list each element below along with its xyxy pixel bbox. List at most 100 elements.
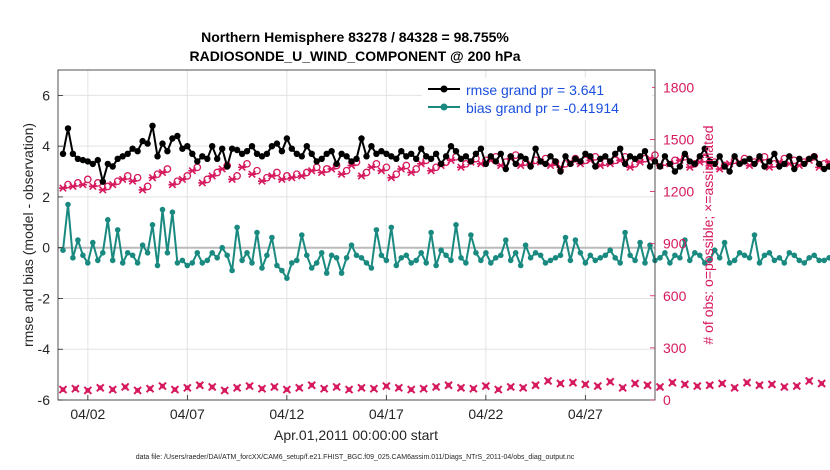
rmse-marker — [343, 153, 350, 160]
rmse-marker — [129, 145, 136, 152]
obs-possible-marker — [233, 172, 241, 180]
rmse-marker — [492, 158, 499, 165]
rmse-marker — [587, 153, 594, 160]
bias-marker — [821, 257, 827, 264]
bias-marker — [249, 260, 255, 266]
obs-possible-marker — [412, 165, 421, 173]
bias-marker — [428, 229, 434, 236]
y2-tick-label: 900 — [663, 236, 687, 252]
obs-count-marker — [693, 381, 702, 391]
y-axis-ticks: -6 -4 -2 0 2 4 6 — [38, 87, 63, 408]
plot-area — [57, 69, 830, 401]
y2-tick-label: 1500 — [663, 131, 694, 147]
rmse-marker — [358, 135, 365, 142]
obs-count-marker — [357, 383, 366, 393]
bias-marker — [393, 262, 400, 269]
obs-count-marker — [208, 382, 217, 392]
rmse-marker — [437, 160, 445, 168]
bias-marker — [433, 262, 439, 269]
rmse-marker — [293, 150, 300, 157]
legend-bias-marker — [440, 103, 448, 111]
obs-count-dot — [583, 382, 588, 387]
legend-rmse-label: rmse grand pr = 3.641 — [466, 82, 604, 98]
obs-count-marker — [158, 381, 167, 391]
bias-marker — [313, 260, 320, 266]
rmse-marker — [696, 153, 703, 160]
bias-marker — [776, 254, 783, 261]
rmse-marker — [368, 143, 375, 150]
bias-marker — [308, 265, 315, 271]
rmse-marker — [348, 158, 355, 165]
rmse-marker — [621, 160, 629, 168]
rmse-marker — [572, 155, 579, 162]
obs-count-marker — [394, 383, 403, 393]
bias-marker — [114, 227, 121, 233]
rmse-marker — [164, 148, 171, 155]
obs-count-marker — [469, 384, 478, 393]
bias-marker — [284, 275, 290, 282]
rmse-marker — [159, 140, 166, 147]
bias-marker — [204, 257, 211, 264]
rmse-marker — [736, 160, 743, 168]
obs-count-marker — [108, 385, 117, 394]
obs-count-marker — [705, 381, 714, 390]
obs-count-marker — [742, 378, 752, 387]
rmse-marker — [472, 150, 480, 157]
bias-marker — [154, 262, 161, 269]
rmse-marker — [626, 153, 634, 160]
rmse-marker — [497, 150, 504, 157]
rmse-marker — [119, 153, 126, 160]
bias-marker — [463, 260, 469, 266]
obs-count-marker — [606, 377, 615, 386]
obs-count-dot — [471, 386, 476, 392]
bias-marker — [468, 232, 474, 238]
bias-marker — [169, 209, 176, 215]
rmse-marker — [189, 150, 196, 157]
bias-marker — [85, 260, 91, 266]
bias-marker — [532, 250, 539, 256]
obs-count-dot — [334, 384, 339, 390]
obs-count-dot — [396, 385, 402, 391]
obs-count-marker — [295, 383, 304, 393]
rmse-marker — [711, 160, 718, 168]
bias-marker — [423, 260, 430, 266]
rmse-marker — [487, 153, 494, 160]
y2-tick-label: 1800 — [663, 79, 694, 95]
obs-count-dot — [433, 384, 439, 390]
bias-marker — [627, 252, 633, 259]
bias-marker — [582, 260, 589, 266]
rmse-marker — [313, 158, 320, 165]
obs-assimilated-marker — [377, 166, 386, 175]
rmse-marker — [224, 163, 231, 170]
bias-marker — [786, 250, 793, 256]
x-axis-ticks: 04/02 04/07 04/12 04/17 04/22 04/27 — [70, 395, 603, 422]
bias-marker — [597, 254, 604, 261]
bias-marker — [194, 250, 201, 256]
rmse-marker — [278, 148, 286, 155]
obs-count-marker — [792, 381, 801, 391]
rmse-marker — [641, 148, 649, 155]
obs-count-dot — [446, 382, 451, 388]
bias-marker — [751, 232, 758, 238]
rmse-marker — [457, 155, 465, 162]
bias-marker — [503, 237, 509, 243]
bias-marker — [274, 262, 280, 269]
obs-count-dot — [483, 383, 489, 389]
rmse-marker — [766, 158, 773, 165]
bias-marker — [199, 260, 206, 266]
bias-marker — [363, 260, 370, 266]
bias-marker — [527, 254, 534, 261]
obs-count-marker — [120, 382, 130, 392]
obs-possible-marker — [163, 165, 172, 173]
bias-marker — [632, 257, 638, 264]
y2-tick-label: 0 — [663, 392, 671, 408]
bias-marker — [677, 254, 683, 261]
obs-count-dot — [309, 382, 315, 388]
bias-marker — [507, 257, 514, 264]
bias-marker — [149, 222, 156, 228]
rmse-marker — [99, 178, 107, 185]
obs-count-dot — [781, 384, 787, 390]
bias-marker — [184, 262, 191, 269]
bias-marker — [338, 270, 345, 276]
obs-assimilated-marker — [317, 168, 326, 177]
